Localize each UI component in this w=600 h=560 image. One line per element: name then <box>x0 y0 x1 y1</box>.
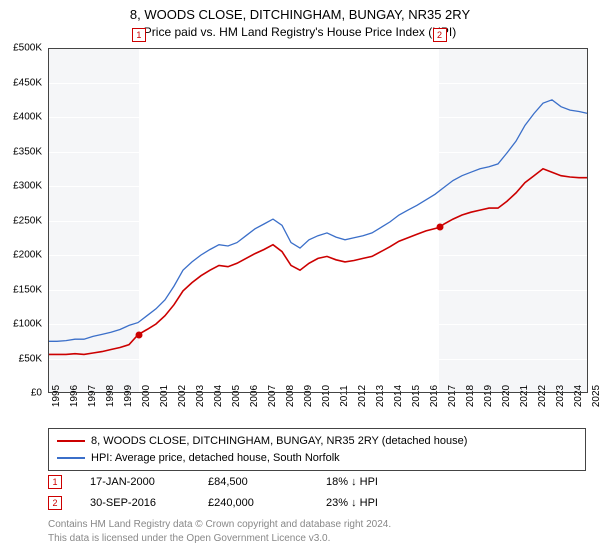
event-row-1: 1 17-JAN-2000 £84,500 18% ↓ HPI <box>48 472 586 493</box>
legend-swatch-property <box>57 440 85 442</box>
legend-label-hpi: HPI: Average price, detached house, Sout… <box>91 450 340 467</box>
x-tick-label: 2025 <box>591 385 600 407</box>
credits: Contains HM Land Registry data © Crown c… <box>48 518 586 546</box>
y-tick-label: £50K <box>19 353 42 364</box>
y-tick-label: £450K <box>13 77 42 88</box>
y-tick-label: £250K <box>13 215 42 226</box>
chart-title: 8, WOODS CLOSE, DITCHINGHAM, BUNGAY, NR3… <box>0 0 600 24</box>
legend-swatch-hpi <box>57 457 85 459</box>
event-marker-1-icon: 1 <box>48 475 62 489</box>
event-2-delta: 23% ↓ HPI <box>326 493 416 514</box>
chart-subtitle: Price paid vs. HM Land Registry's House … <box>0 24 600 41</box>
event-row-2: 2 30-SEP-2016 £240,000 23% ↓ HPI <box>48 493 586 514</box>
event-flag-1: 1 <box>132 28 146 42</box>
event-2-date: 30-SEP-2016 <box>90 493 180 514</box>
y-tick-label: £500K <box>13 43 42 54</box>
event-marker-2-icon: 2 <box>48 496 62 510</box>
y-tick-label: £0 <box>31 388 42 399</box>
y-tick-label: £150K <box>13 284 42 295</box>
credits-line-1: Contains HM Land Registry data © Crown c… <box>48 518 586 532</box>
legend-row-property: 8, WOODS CLOSE, DITCHINGHAM, BUNGAY, NR3… <box>57 433 577 450</box>
line-series-svg <box>48 48 588 393</box>
event-dot-1 <box>135 331 142 338</box>
legend-row-hpi: HPI: Average price, detached house, Sout… <box>57 450 577 467</box>
event-footer: 1 17-JAN-2000 £84,500 18% ↓ HPI 2 30-SEP… <box>48 472 586 514</box>
y-tick-label: £300K <box>13 181 42 192</box>
y-tick-label: £200K <box>13 250 42 261</box>
legend-label-property: 8, WOODS CLOSE, DITCHINGHAM, BUNGAY, NR3… <box>91 433 467 450</box>
credits-line-2: This data is licensed under the Open Gov… <box>48 532 586 546</box>
y-tick-label: £350K <box>13 146 42 157</box>
legend: 8, WOODS CLOSE, DITCHINGHAM, BUNGAY, NR3… <box>48 428 586 471</box>
event-1-date: 17-JAN-2000 <box>90 472 180 493</box>
event-2-price: £240,000 <box>208 493 298 514</box>
y-tick-label: £400K <box>13 112 42 123</box>
series-line-hpi <box>48 100 588 341</box>
event-flag-2: 2 <box>433 28 447 42</box>
chart-area: £0£50K£100K£150K£200K£250K£300K£350K£400… <box>48 48 588 393</box>
series-line-property <box>48 169 588 355</box>
event-1-delta: 18% ↓ HPI <box>326 472 416 493</box>
y-tick-label: £100K <box>13 319 42 330</box>
event-dot-2 <box>436 224 443 231</box>
event-1-price: £84,500 <box>208 472 298 493</box>
